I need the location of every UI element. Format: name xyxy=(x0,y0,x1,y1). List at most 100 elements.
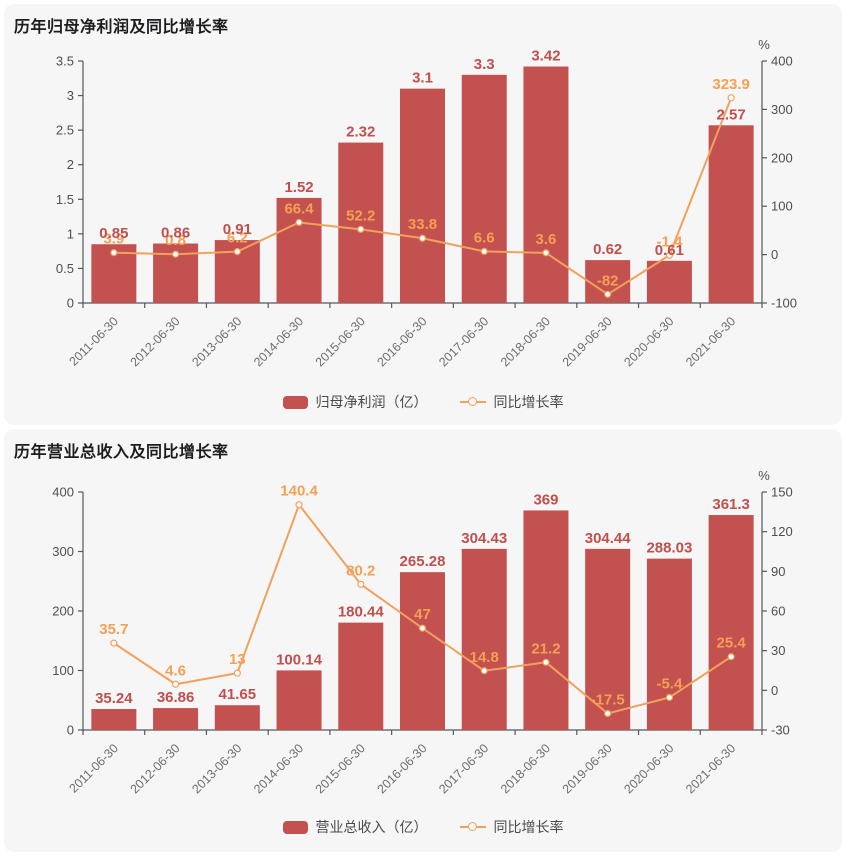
revenue-chart-card: 0 100 200 300 400 -30 0 30 60 90 120 150% 2011-06-30… xyxy=(4,429,842,852)
line-marker xyxy=(727,653,735,661)
bar-value-label: 369 xyxy=(533,491,558,508)
bar xyxy=(338,622,384,730)
bar xyxy=(153,708,199,730)
line-value-label: 52.2 xyxy=(346,207,375,224)
bar xyxy=(214,705,260,730)
x-axis-labels: 2011-06-30 2012-06-30 2013-06-30 2014-06-30… xyxy=(67,314,739,369)
line-value-label: 47 xyxy=(414,606,431,623)
x-axis-date-label: 2019-06-30 xyxy=(560,741,615,796)
left-axis-tick-label: 1 xyxy=(67,226,74,241)
legend-item-net-profit[interactable]: 归母净利润（亿） xyxy=(282,392,428,412)
line-marker xyxy=(542,658,550,666)
line-marker xyxy=(233,247,241,256)
revenue-legend: 营业总收入（亿） 同比增长率 xyxy=(4,817,842,837)
bar-legend-swatch xyxy=(282,395,308,409)
bar-value-label: 2.32 xyxy=(346,124,375,141)
bar-value-label: 288.03 xyxy=(646,540,692,557)
bar xyxy=(708,125,754,303)
right-axis-tick-label: 400 xyxy=(771,54,793,69)
x-axis-date-label: 2017-06-30 xyxy=(436,314,491,369)
left-axis-tick-label: 400 xyxy=(52,485,74,500)
bar-value-label: 304.43 xyxy=(461,530,507,547)
line-value-label: 6.2 xyxy=(227,230,248,247)
line-value-label: 14.8 xyxy=(470,649,499,666)
legend-label: 归母净利润（亿） xyxy=(315,394,428,410)
line-marker xyxy=(233,669,241,677)
left-axis-tick-label: 0 xyxy=(67,296,74,311)
bar xyxy=(276,197,322,303)
legend-item-revenue[interactable]: 营业总收入（亿） xyxy=(282,817,428,837)
x-axis-date-label: 2012-06-30 xyxy=(128,314,183,369)
line-marker xyxy=(357,225,365,233)
legend-item-growth-rate[interactable]: 同比增长率 xyxy=(459,817,564,837)
x-axis-date-label: 2019-06-30 xyxy=(560,314,615,369)
line-value-label: 140.4 xyxy=(280,483,318,500)
net-profit-chart: 00.511.522.533.5-1000100200300400%2011-0… xyxy=(56,37,797,369)
line-marker xyxy=(295,218,303,227)
x-axis-date-label: 2018-06-30 xyxy=(498,314,553,369)
x-axis-date-label: 2018-06-30 xyxy=(498,741,553,796)
axis-ticks xyxy=(78,60,767,308)
left-axis-tick-label: 3 xyxy=(67,88,74,103)
legend-item-growth-rate[interactable]: 同比增长率 xyxy=(459,392,564,412)
left-axis-tick-label: 0.5 xyxy=(56,261,74,276)
x-axis-date-label: 2017-06-30 xyxy=(436,741,491,796)
x-axis-date-label: 2020-06-30 xyxy=(621,741,676,796)
right-axis-tick-label: 60 xyxy=(771,604,785,619)
bar-value-label: 304.44 xyxy=(585,530,632,547)
legend-label: 同比增长率 xyxy=(493,819,564,835)
x-axis-date-label: 2021-06-30 xyxy=(683,741,738,796)
revenue-chart: 0 100 200 300 400 -30 0 30 60 90 120 150% 2011-06-30… xyxy=(52,468,792,796)
left-axis-tick-label: 3.5 xyxy=(56,54,74,69)
right-axis-unit-label: % xyxy=(758,37,770,52)
line-marker xyxy=(357,580,365,588)
line-value-label: -17.5 xyxy=(591,691,625,708)
line-value-label: 3.6 xyxy=(536,231,557,248)
bar-value-label: 180.44 xyxy=(338,604,385,621)
bar-value-label: 361.3 xyxy=(712,496,750,513)
right-axis-tick-label: 0 xyxy=(771,683,778,698)
line-value-label: 323.9 xyxy=(712,76,750,93)
x-axis-date-label: 2016-06-30 xyxy=(375,741,430,796)
left-axis-tick-label: 100 xyxy=(52,663,74,678)
line-marker xyxy=(171,680,180,688)
x-axis-date-label: 2015-06-30 xyxy=(313,314,368,369)
bar-value-label: 2.57 xyxy=(717,106,746,123)
bar-value-labels: 35.24 36.86 41.65 100.14 180.44 265.28 304.43 3… xyxy=(95,491,750,707)
bar-value-label: 41.65 xyxy=(219,686,257,703)
line-value-label: 35.7 xyxy=(99,621,128,638)
line-value-label: 0.8 xyxy=(165,232,186,249)
bar-value-label: 35.24 xyxy=(95,690,133,707)
bar-value-label: 0.91 xyxy=(223,221,252,238)
bars-group xyxy=(91,66,754,304)
line-value-label: 4.6 xyxy=(165,662,186,679)
line-value-labels: 35.7 4.6 13 140.4 80.2 47 14.8 21.2 -17.5 -5.4 25.… xyxy=(99,483,746,709)
x-axis-date-label: 2011-06-30 xyxy=(67,314,121,368)
axis-tick-labels: 0 100 200 300 400 -30 0 30 60 90 120 150% xyxy=(52,468,792,738)
bar xyxy=(91,709,137,730)
x-axis-date-label: 2020-06-30 xyxy=(621,314,676,369)
bar-value-label: 0.62 xyxy=(593,241,622,258)
line-marker xyxy=(604,290,612,298)
legend-label: 营业总收入（亿） xyxy=(315,819,428,835)
left-axis-tick-label: 2.5 xyxy=(56,123,74,138)
bar-legend-swatch xyxy=(282,820,308,834)
bar-value-label: 265.28 xyxy=(400,553,446,570)
bar xyxy=(276,670,322,730)
x-axis-date-label: 2015-06-30 xyxy=(313,741,368,796)
right-axis-tick-label: -100 xyxy=(771,296,797,311)
bar xyxy=(523,510,569,730)
net-profit-legend: 归母净利润（亿） 同比增长率 xyxy=(4,392,842,412)
right-axis-tick-label: -30 xyxy=(771,723,790,738)
line-legend-swatch xyxy=(459,820,486,834)
line-marker xyxy=(110,249,118,257)
line-marker xyxy=(110,639,118,647)
x-axis-date-label: 2011-06-30 xyxy=(67,741,121,795)
line-value-labels: 3.9 0.8 6.2 66.4 52.2 33.8 6.6 3.6 -82 -1.4 323.9 xyxy=(103,76,749,289)
bar xyxy=(461,548,507,730)
line-marker xyxy=(604,709,612,718)
right-axis-tick-label: 200 xyxy=(771,150,793,165)
bar xyxy=(338,142,384,303)
bar xyxy=(400,572,445,730)
